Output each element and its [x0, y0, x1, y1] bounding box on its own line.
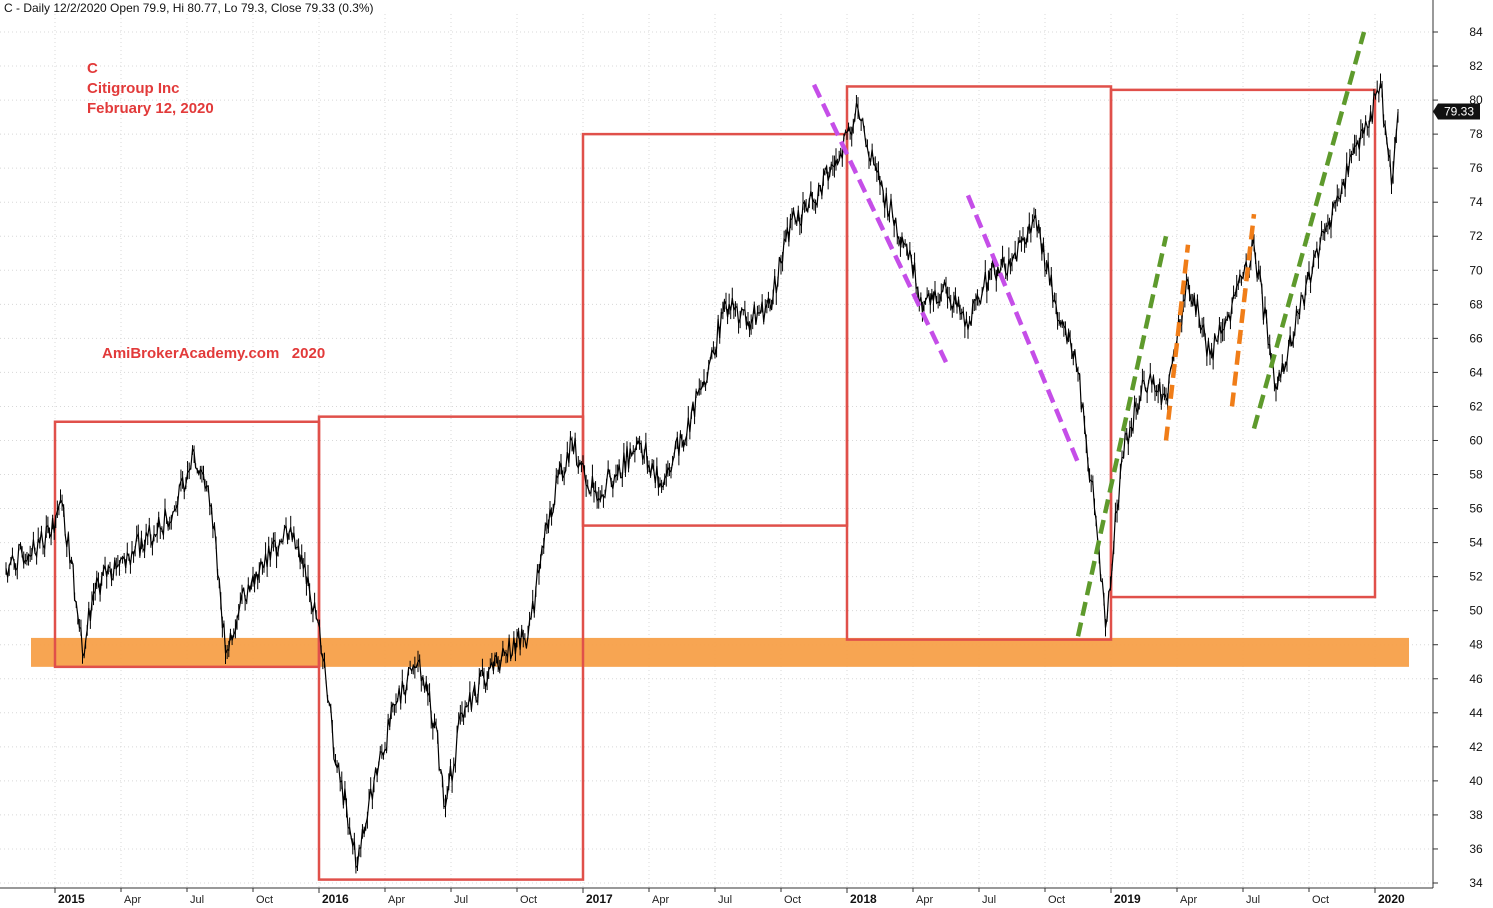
price-series — [5, 73, 1399, 874]
month-label: Oct — [256, 894, 273, 906]
month-label: Jul — [718, 894, 732, 906]
y-tick-label: 50 — [1469, 604, 1483, 618]
range-box — [317, 415, 585, 881]
y-tick-label: 64 — [1469, 365, 1483, 379]
chart-annotation: C Citigroup Inc February 12, 2020 — [87, 59, 214, 119]
y-tick-label: 52 — [1469, 570, 1483, 584]
month-label: Oct — [784, 894, 801, 906]
support-band — [31, 637, 1409, 667]
month-label: Apr — [388, 894, 405, 906]
y-tick-label: 66 — [1469, 331, 1483, 345]
last-price-label: 79.33 — [1444, 104, 1474, 118]
month-label: Jul — [190, 894, 204, 906]
range-box — [1109, 88, 1377, 599]
y-tick-label: 40 — [1469, 774, 1483, 788]
year-label: 2018 — [850, 892, 877, 906]
price-line — [5, 82, 1399, 869]
y-tick-label: 82 — [1469, 59, 1483, 73]
gridlines — [0, 14, 1433, 888]
y-tick-label: 56 — [1469, 502, 1483, 516]
company-label: Citigroup Inc — [87, 80, 180, 97]
y-tick-label: 54 — [1469, 536, 1483, 550]
range-boxes — [53, 85, 1377, 881]
support-zone — [31, 637, 1409, 667]
month-label: Apr — [916, 894, 933, 906]
y-tick-label: 84 — [1469, 25, 1483, 39]
y-tick-label: 34 — [1469, 876, 1483, 890]
green-trendline — [1075, 235, 1169, 637]
watermark: AmiBrokerAcademy.com 2020 — [102, 345, 326, 362]
year-label: 2016 — [322, 892, 349, 906]
month-label: Oct — [1048, 894, 1065, 906]
y-tick-label: 58 — [1469, 468, 1483, 482]
y-tick-label: 36 — [1469, 842, 1483, 856]
trendlines — [811, 31, 1367, 637]
last-price-marker — [1433, 103, 1480, 120]
y-tick-label: 60 — [1469, 433, 1483, 447]
range-box — [845, 85, 1113, 641]
purple-trendline — [811, 83, 949, 364]
month-label: Apr — [652, 894, 669, 906]
year-label: 2015 — [58, 892, 85, 906]
month-label: Apr — [124, 894, 141, 906]
y-tick-label: 38 — [1469, 808, 1483, 822]
year-label: 2017 — [586, 892, 613, 906]
y-tick-label: 70 — [1469, 263, 1483, 277]
orange-trendline — [1229, 213, 1257, 407]
month-label: Oct — [520, 894, 537, 906]
purple-trendline — [965, 194, 1081, 464]
month-label: Apr — [1180, 894, 1197, 906]
green-trendline — [1251, 31, 1367, 430]
chart-header: C - Daily 12/2/2020 Open 79.9, Hi 80.77,… — [4, 1, 374, 15]
month-label: Jul — [982, 894, 996, 906]
year-label: 2019 — [1114, 892, 1141, 906]
year-label: 2020 — [1378, 892, 1405, 906]
orange-trendline — [1163, 244, 1191, 441]
y-tick-label: 48 — [1469, 638, 1483, 652]
y-tick-label: 42 — [1469, 740, 1483, 754]
y-tick-label: 62 — [1469, 399, 1483, 413]
y-tick-label: 44 — [1469, 706, 1483, 720]
y-tick-label: 68 — [1469, 297, 1483, 311]
ticker-label: C — [87, 60, 98, 77]
y-tick-label: 46 — [1469, 672, 1483, 686]
y-tick-label: 72 — [1469, 229, 1483, 243]
date-label: February 12, 2020 — [87, 100, 214, 117]
y-tick-label: 76 — [1469, 161, 1483, 175]
y-tick-label: 74 — [1469, 195, 1483, 209]
month-label: Oct — [1312, 894, 1329, 906]
y-tick-label: 78 — [1469, 127, 1483, 141]
month-label: Jul — [454, 894, 468, 906]
month-label: Jul — [1246, 894, 1260, 906]
